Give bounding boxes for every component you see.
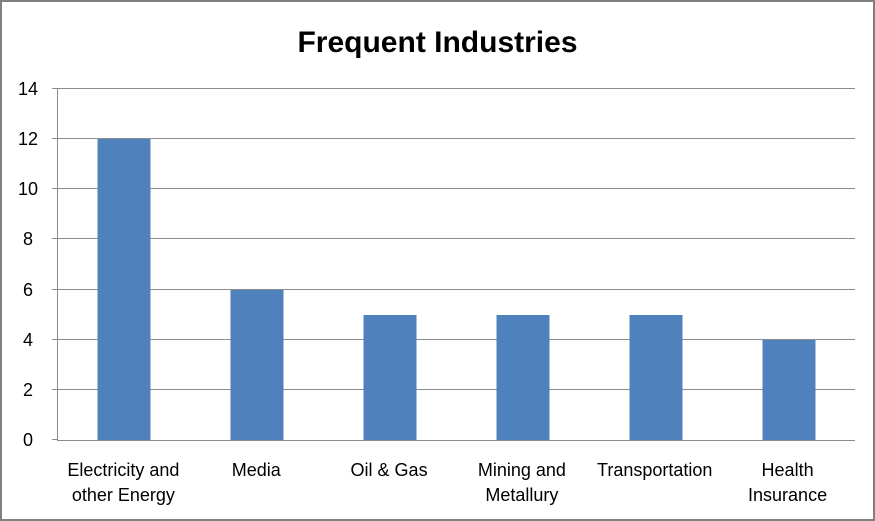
x-category-label-1: Electricity and other Energy	[67, 460, 180, 505]
x-category-label-6: Health Insurance	[748, 460, 828, 505]
gridline-y-2	[58, 388, 855, 390]
y-axis-tick-12	[52, 138, 58, 140]
y-axis-tick-2	[52, 388, 58, 390]
gridline-y-4	[58, 338, 855, 340]
bar-2	[230, 289, 284, 440]
gridline-y-14	[58, 88, 855, 89]
bar-4	[496, 314, 550, 440]
y-tick-label-8: 8	[22, 229, 33, 250]
x-category-label-3: Oil & Gas	[350, 460, 428, 480]
plot-area	[52, 88, 855, 441]
x-category-label-2: Media	[231, 460, 281, 480]
x-category-label-5: Transportation	[597, 460, 713, 480]
gridline-y-12	[58, 138, 855, 140]
y-axis-tick-0	[52, 439, 58, 440]
y-axis-tick-6	[52, 288, 58, 290]
y-tick-label-12: 12	[17, 129, 39, 150]
bar-1	[97, 139, 151, 440]
x-axis-labels: Electricity and other Energy Media Oil & G…	[57, 458, 854, 516]
y-axis-labels: 0 2 4 6 8 10 12 14	[2, 80, 46, 449]
gridline-y-10	[58, 188, 855, 190]
y-axis-tick-8	[52, 238, 58, 240]
y-axis-tick-14	[52, 88, 58, 89]
y-axis-tick-10	[52, 188, 58, 190]
bar-6	[762, 339, 816, 440]
y-tick-label-0: 0	[22, 430, 33, 450]
y-tick-label-6: 6	[22, 279, 33, 300]
y-tick-label-2: 2	[22, 379, 33, 400]
gridline-y-8	[58, 238, 855, 240]
y-axis-tick-4	[52, 338, 58, 340]
y-tick-label-4: 4	[22, 329, 33, 350]
x-category-label-4: Mining and Metallury	[477, 460, 566, 505]
bar-3	[363, 314, 417, 440]
bar-5	[629, 314, 683, 440]
chart-title: Frequent Industries	[297, 26, 578, 59]
y-tick-label-14: 14	[17, 79, 39, 99]
y-tick-label-10: 10	[17, 179, 39, 200]
gridline-y-6	[58, 288, 855, 290]
